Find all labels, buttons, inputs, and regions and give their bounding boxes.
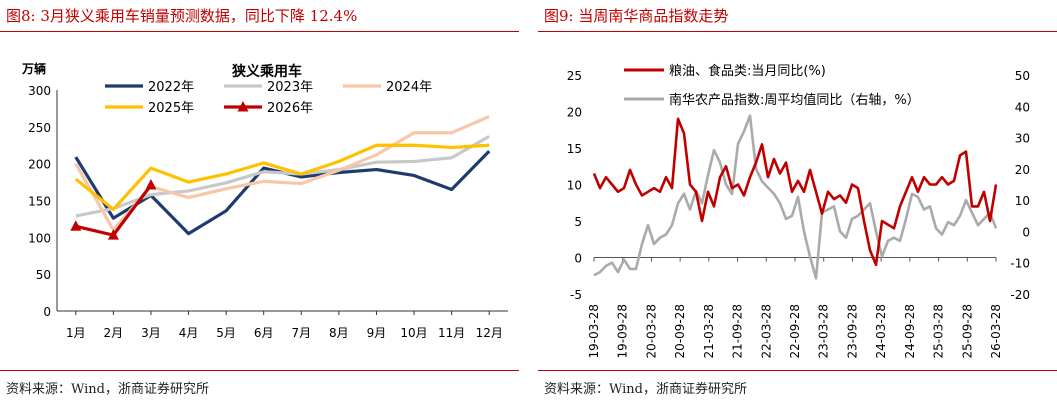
triangle-marker (145, 179, 157, 190)
x-tick-label: 22-03-28 (759, 304, 773, 358)
x-tick-label: 10月 (400, 326, 427, 340)
x-tick-label: 1月 (66, 326, 86, 340)
x-tick-label: 11月 (438, 326, 465, 340)
y-tick-label: 250 (28, 121, 51, 135)
legend-label: 粮油、食品类:当月同比(%) (669, 63, 826, 79)
right-y-tick-label: 20 (1015, 163, 1030, 177)
x-tick-label: 20-09-28 (673, 304, 687, 358)
x-tick-label: 23-03-28 (817, 304, 831, 358)
x-tick-label: 20-03-28 (644, 304, 658, 358)
triangle-marker (70, 220, 82, 231)
chart-title: 狭义乘用车 (231, 63, 302, 80)
legend-label: 2024年 (386, 80, 432, 95)
x-tick-label: 25-09-28 (960, 304, 974, 358)
source-rule (0, 370, 519, 371)
legend-label: 2022年 (148, 80, 194, 95)
series-lines (592, 114, 998, 280)
nanhua-index-chart: -5 0 5 10 15 20 25 -20 -10 0 10 20 30 40 50 19-03-28 19-… (567, 63, 1030, 358)
x-tick-label: 9月 (367, 326, 387, 340)
right-y-tick-label: -10 (1010, 257, 1030, 271)
left-y-tick-label: 10 (567, 179, 582, 193)
left-y-tick-label: 15 (567, 142, 582, 156)
axes: -5 0 5 10 15 20 25 -20 -10 0 10 20 30 40 50 19-03-28 19-… (567, 69, 1030, 358)
series-line-2025年 (74, 143, 490, 211)
x-tick-label: 19-09-28 (616, 304, 630, 358)
left-y-tick-label: 0 (574, 252, 582, 266)
x-tick-label: 19-03-28 (587, 304, 601, 358)
x-tick-label: 12月 (476, 326, 503, 340)
legend-triangle-marker (237, 101, 249, 112)
x-tick-label: 4月 (179, 326, 199, 340)
x-tick-label: 7月 (291, 326, 311, 340)
left-y-tick-label: 5 (574, 215, 582, 229)
x-tick-label: 25-03-28 (932, 304, 946, 358)
triangle-marker (107, 229, 119, 240)
x-tick-label: 26-03-28 (989, 304, 1003, 358)
source-rule (538, 370, 1057, 371)
series-line-right (593, 114, 998, 280)
series-line-2023年 (75, 135, 490, 218)
y-tick-label: 200 (28, 158, 51, 172)
right-y-tick-label: 40 (1015, 100, 1030, 114)
axes: 0 50 100 150 200 250 300 1月 2月 3月 4月 5月 6月 7月 8月 9月 10月 1… (28, 84, 508, 340)
y-tick-label: 300 (28, 84, 51, 98)
title-rule (0, 31, 519, 32)
left-y-tick-label: -5 (570, 288, 582, 302)
x-tick-label: 22-09-28 (788, 304, 802, 358)
right-figure: 图9: 当周南华商品指数走势 -5 0 5 10 15 20 25 -20 -10 0 10 20 30… (538, 0, 1057, 403)
legend: 粮油、食品类:当月同比(%) 南华农产品指数:周平均值同比（右轴，%） (624, 63, 920, 108)
y-tick-label: 50 (36, 268, 51, 282)
legend-label: 2023年 (267, 80, 313, 95)
left-y-tick-label: 25 (567, 69, 582, 83)
y-tick-label: 0 (43, 305, 51, 319)
x-tick-label: 24-03-28 (874, 304, 888, 358)
x-tick-label: 23-09-28 (845, 304, 859, 358)
right-y-tick-label: 50 (1015, 69, 1030, 83)
x-tick-label: 5月 (216, 326, 236, 340)
x-tick-label: 24-09-28 (903, 304, 917, 358)
x-tick-label: 6月 (254, 326, 274, 340)
figure-9-title: 图9: 当周南华商品指数走势 (544, 7, 729, 25)
right-y-tick-label: -20 (1010, 288, 1030, 302)
right-y-tick-label: 0 (1022, 225, 1030, 239)
series-line-left (592, 117, 998, 267)
source-note: 资料来源：Wind，浙商证券研究所 (6, 382, 209, 397)
x-tick-label: 21-03-28 (702, 304, 716, 358)
series-line-2022年 (74, 150, 491, 236)
source-note: 资料来源：Wind，浙商证券研究所 (544, 382, 747, 397)
series-lines (70, 115, 491, 240)
legend: 2022年 2023年 2024年 2025年 2026年 (105, 80, 432, 116)
right-y-tick-label: 30 (1015, 132, 1030, 146)
legend-label: 2025年 (148, 101, 194, 116)
legend-label: 南华农产品指数:周平均值同比（右轴，%） (669, 92, 920, 108)
left-y-tick-label: 20 (567, 106, 582, 120)
x-tick-label: 8月 (329, 326, 349, 340)
figure-8-title: 图8: 3月狭义乘用车销量预测数据，同比下降 12.4% (6, 7, 358, 25)
left-figure: 图8: 3月狭义乘用车销量预测数据，同比下降 12.4% 0 50 100 150 20… (0, 0, 519, 403)
right-y-tick-label: 10 (1015, 194, 1030, 208)
x-tick-label: 2月 (104, 326, 124, 340)
y-tick-label: 100 (28, 231, 51, 245)
legend-label: 2026年 (267, 101, 313, 116)
y-axis-unit-label: 万辆 (21, 61, 46, 76)
y-tick-label: 150 (28, 195, 51, 209)
title-rule (538, 31, 1057, 32)
x-tick-label: 3月 (141, 326, 161, 340)
passenger-car-sales-chart: 0 50 100 150 200 250 300 1月 2月 3月 4月 5月 6月 7月 8月 9月 10月 1… (21, 61, 508, 340)
x-tick-label: 21-09-28 (731, 304, 745, 358)
